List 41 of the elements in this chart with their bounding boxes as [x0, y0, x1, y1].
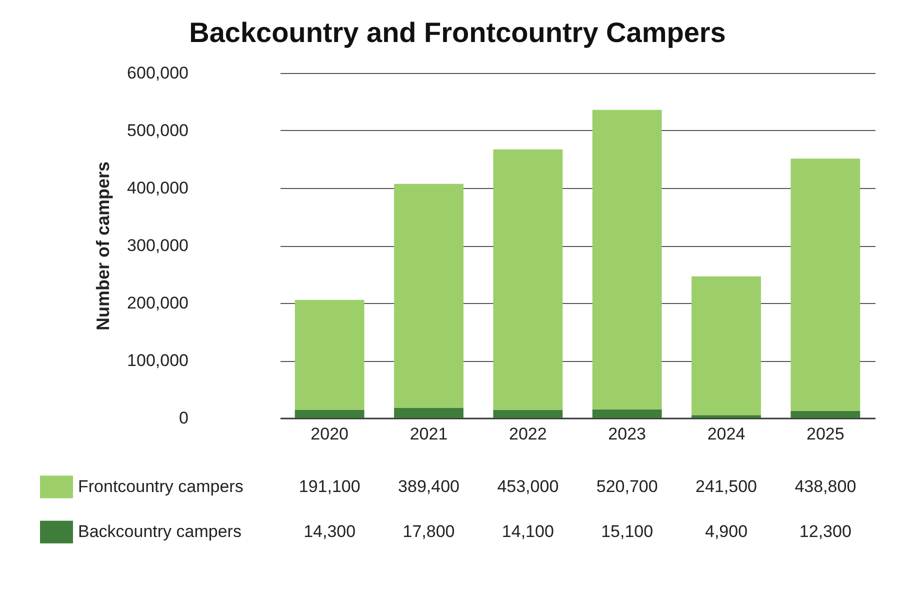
- x-tick-label: 2020: [310, 424, 348, 444]
- bar: [294, 410, 364, 418]
- y-tick-label: 300,000: [127, 236, 188, 255]
- bar: [790, 410, 860, 418]
- x-tick-label: 2021: [410, 424, 448, 444]
- y-axis-title: Number of campers: [93, 161, 114, 331]
- bar: [394, 184, 464, 408]
- data-label: 453,000: [497, 476, 559, 496]
- y-tick-label: 0: [179, 408, 188, 428]
- x-tick-label: 2024: [707, 424, 746, 444]
- bar: [592, 409, 662, 418]
- y-tick-label: 500,000: [127, 121, 188, 140]
- y-tick-label: 600,000: [127, 64, 188, 82]
- data-label: 4,900: [704, 522, 748, 542]
- data-label: 15,100: [601, 522, 654, 542]
- data-label: 14,300: [304, 522, 356, 542]
- x-tick-label: 2023: [608, 424, 646, 444]
- x-tick-label: 2025: [806, 424, 844, 444]
- data-label: 17,800: [402, 522, 455, 542]
- bar: [294, 300, 364, 410]
- x-tick-label: 2022: [509, 424, 547, 444]
- legend-label: Frontcountry campers: [78, 476, 244, 496]
- y-tick-label: 100,000: [127, 351, 188, 370]
- bar: [493, 410, 563, 418]
- bar: [692, 415, 761, 418]
- y-tick-label: 400,000: [127, 178, 188, 198]
- data-label: 520,700: [596, 476, 658, 496]
- data-label: 12,300: [799, 522, 852, 542]
- data-label: 241,500: [696, 476, 757, 496]
- bar: [493, 149, 563, 410]
- chart-title: Backcountry and Frontcountry Campers: [189, 17, 726, 48]
- bar: [592, 110, 662, 410]
- data-label: 438,800: [794, 476, 856, 496]
- data-label: 389,400: [398, 476, 460, 496]
- bar: [692, 276, 761, 416]
- y-tick-label: 200,000: [127, 294, 188, 312]
- bar: [394, 408, 464, 418]
- data-label: 191,100: [298, 476, 360, 496]
- legend-label: Backcountry campers: [78, 522, 242, 542]
- data-label: 14,100: [502, 522, 554, 542]
- bar: [790, 158, 860, 411]
